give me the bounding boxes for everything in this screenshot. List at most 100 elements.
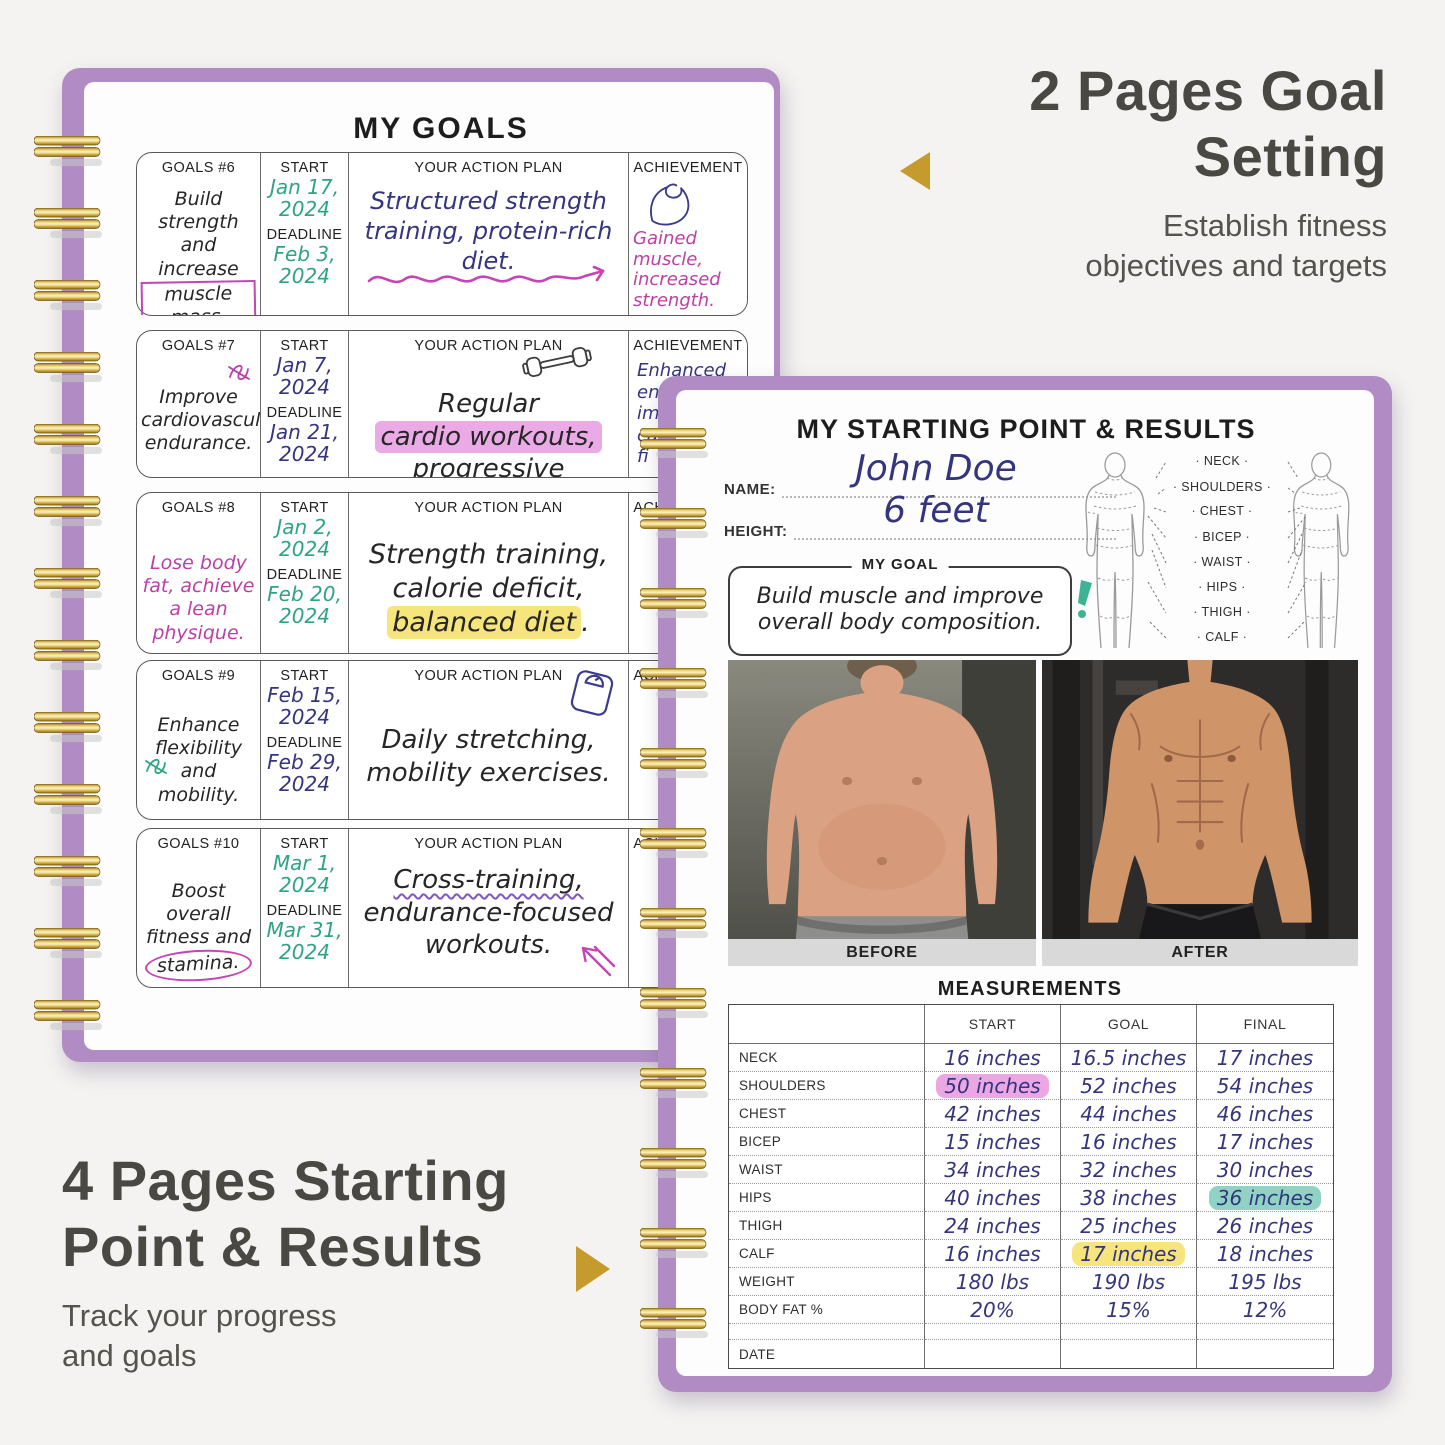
row-label-thigh: THIGH [729,1212,925,1240]
goal-card-9-goal-cell: GOALS #9 Enhance flexibility and mobilit… [137,661,261,819]
start-header: START [280,160,329,176]
spiral-coil-icon [34,856,103,887]
goal-card-9-dates-cell: START Feb 15, 2024 DEADLINE Feb 29, 2024 [261,661,349,819]
goal-card-7-action-cell: YOUR ACTION PLAN Regular cardio workouts… [349,331,629,477]
spiral-coil-icon [640,908,709,939]
start-header: START [280,668,329,684]
weight-goal: 190 lbs [1061,1268,1197,1296]
achievement-header: ACHIEVEMENT [633,160,743,176]
chest-start: 42 inches [925,1100,1061,1128]
results-notebook-spiral-binding [640,428,710,1340]
height-value: 6 feet [883,490,989,531]
goals-page-title: MY GOALS [353,112,529,145]
spiral-coil-icon [640,828,709,859]
neck-start: 16 inches [925,1044,1061,1072]
measure-header-goal: GOAL [1061,1005,1197,1044]
body-label-bicep: BICEP [1158,530,1286,544]
name-value: John Doe [855,448,1017,489]
bodyfat-start: 20% [925,1296,1061,1324]
goal-card-8: GOALS #8 Lose body fat, achieve a lean p… [136,492,748,654]
marketing-bottom-subtitle: Track your progress and goals [62,1298,337,1373]
name-field: NAME: [724,474,1116,498]
marketing-top-block: 2 Pages Goal Setting Establish fitness o… [867,58,1387,286]
body-label-chest: CHEST [1158,504,1286,518]
goal-card-6-achievement-cell: ACHIEVEMENT Gained muscle, increased str… [629,153,747,315]
measure-header-blank [729,1005,925,1044]
spacer-cell [925,1324,1061,1340]
dumbbell-icon [522,346,592,378]
goal-card-8-dates-cell: START Jan 2, 2024 DEADLINE Feb 20, 2024 [261,493,349,653]
spiral-coil-icon [640,1228,709,1259]
goal-card-10: GOALS #10 Boost overall fitness and stam… [136,828,748,988]
scribble-icon [228,364,250,380]
goal-card-7-dates-cell: START Jan 7, 2024 DEADLINE Jan 21, 2024 [261,331,349,477]
goal-card-7-start-date: Jan 7, 2024 [276,353,333,399]
shoulders-goal: 52 inches [1061,1072,1197,1100]
goal-card-10-deadline-date: Mar 31, 2024 [266,918,343,964]
goal-card-7-label: GOALS #7 [161,338,236,354]
spiral-coil-icon [34,424,103,455]
row-label-bicep: BICEP [729,1128,925,1156]
bodyfat-final: 12% [1197,1296,1333,1324]
chest-final: 46 inches [1197,1100,1333,1128]
measure-header-start: START [925,1005,1061,1044]
goal-card-6-label: GOALS #6 [161,160,236,176]
exclamation-icon [1078,580,1092,618]
spiral-coil-icon [34,640,103,671]
spiral-coil-icon [34,496,103,527]
neck-final: 17 inches [1197,1044,1333,1072]
weight-start: 180 lbs [925,1268,1061,1296]
bicep-icon [650,183,690,226]
hand-drawn-arrow-icon [581,945,616,977]
body-label-shoulders: SHOULDERS [1158,480,1286,494]
measurements-title: MEASUREMENTS [937,978,1123,1000]
body-label-hips: HIPS [1158,580,1286,594]
hips-goal: 38 inches [1061,1184,1197,1212]
goal-card-10-action-text: Cross-training, endurance-focused workou… [363,865,614,960]
goal-card-6-action-cell: YOUR ACTION PLAN Structured strength tra… [349,153,629,315]
height-label: HEIGHT: [724,523,788,540]
chest-goal: 44 inches [1061,1100,1197,1128]
goal-card-6-goal-cell: GOALS #6 Build strength and increase mus… [137,153,261,315]
goal-card-7-deadline-date: Jan 21, 2024 [270,420,339,466]
row-label-neck: NECK [729,1044,925,1072]
spiral-coil-icon [640,748,709,779]
yellow-highlight: 17 inches [1072,1241,1185,1266]
spiral-coil-icon [640,1148,709,1179]
spiral-coil-icon [640,1068,709,1099]
goal-card-6-action-text: Structured strength training, protein-ri… [364,187,613,275]
boxed-highlight: muscle mass. [140,279,257,315]
date-start [925,1340,1061,1368]
wavy-underline: Cross-training, [393,865,584,895]
height-write-line [793,516,1116,540]
action-header: YOUR ACTION PLAN [414,160,563,176]
achievement-header: ACHIEVEMENT [633,338,743,354]
gold-arrow-right-icon [576,1246,610,1292]
goal-card-9-label: GOALS #9 [161,668,236,684]
thigh-final: 26 inches [1197,1212,1333,1240]
goal-card-9-start-date: Feb 15, 2024 [267,683,342,729]
goal-card-9-deadline-date: Feb 29, 2024 [267,750,342,796]
row-label-calf: CALF [729,1240,925,1268]
action-header: YOUR ACTION PLAN [414,668,563,684]
goal-card-8-action-text: Strength training, calorie deficit, bala… [368,539,609,640]
marketing-bottom-block: 4 Pages Starting Point & Results Track y… [62,1148,622,1376]
results-page-title: MY STARTING POINT & RESULTS [796,414,1256,444]
scale-icon [570,670,614,716]
body-measurement-diagram: NECK SHOULDERS CHEST BICEP WAIST HIPS TH… [1074,446,1370,662]
start-header: START [280,836,329,852]
my-goal-box: MY GOAL Build muscle and improve overall… [728,556,1072,656]
action-header: YOUR ACTION PLAN [414,836,563,852]
waist-start: 34 inches [925,1156,1061,1184]
date-goal [1061,1340,1197,1368]
spiral-coil-icon [34,712,103,743]
spiral-coil-icon [34,568,103,599]
deadline-header: DEADLINE [266,567,343,583]
row-label-bodyfat: BODY FAT % [729,1296,925,1324]
neck-goal: 16.5 inches [1061,1044,1197,1072]
goal-card-6-deadline-date: Feb 3, 2024 [273,242,336,288]
spiral-coil-icon [34,352,103,383]
goals-notebook-spiral-binding [34,136,104,1032]
goal-card-7: GOALS #7 Improve cardiovascular enduranc… [136,330,748,478]
